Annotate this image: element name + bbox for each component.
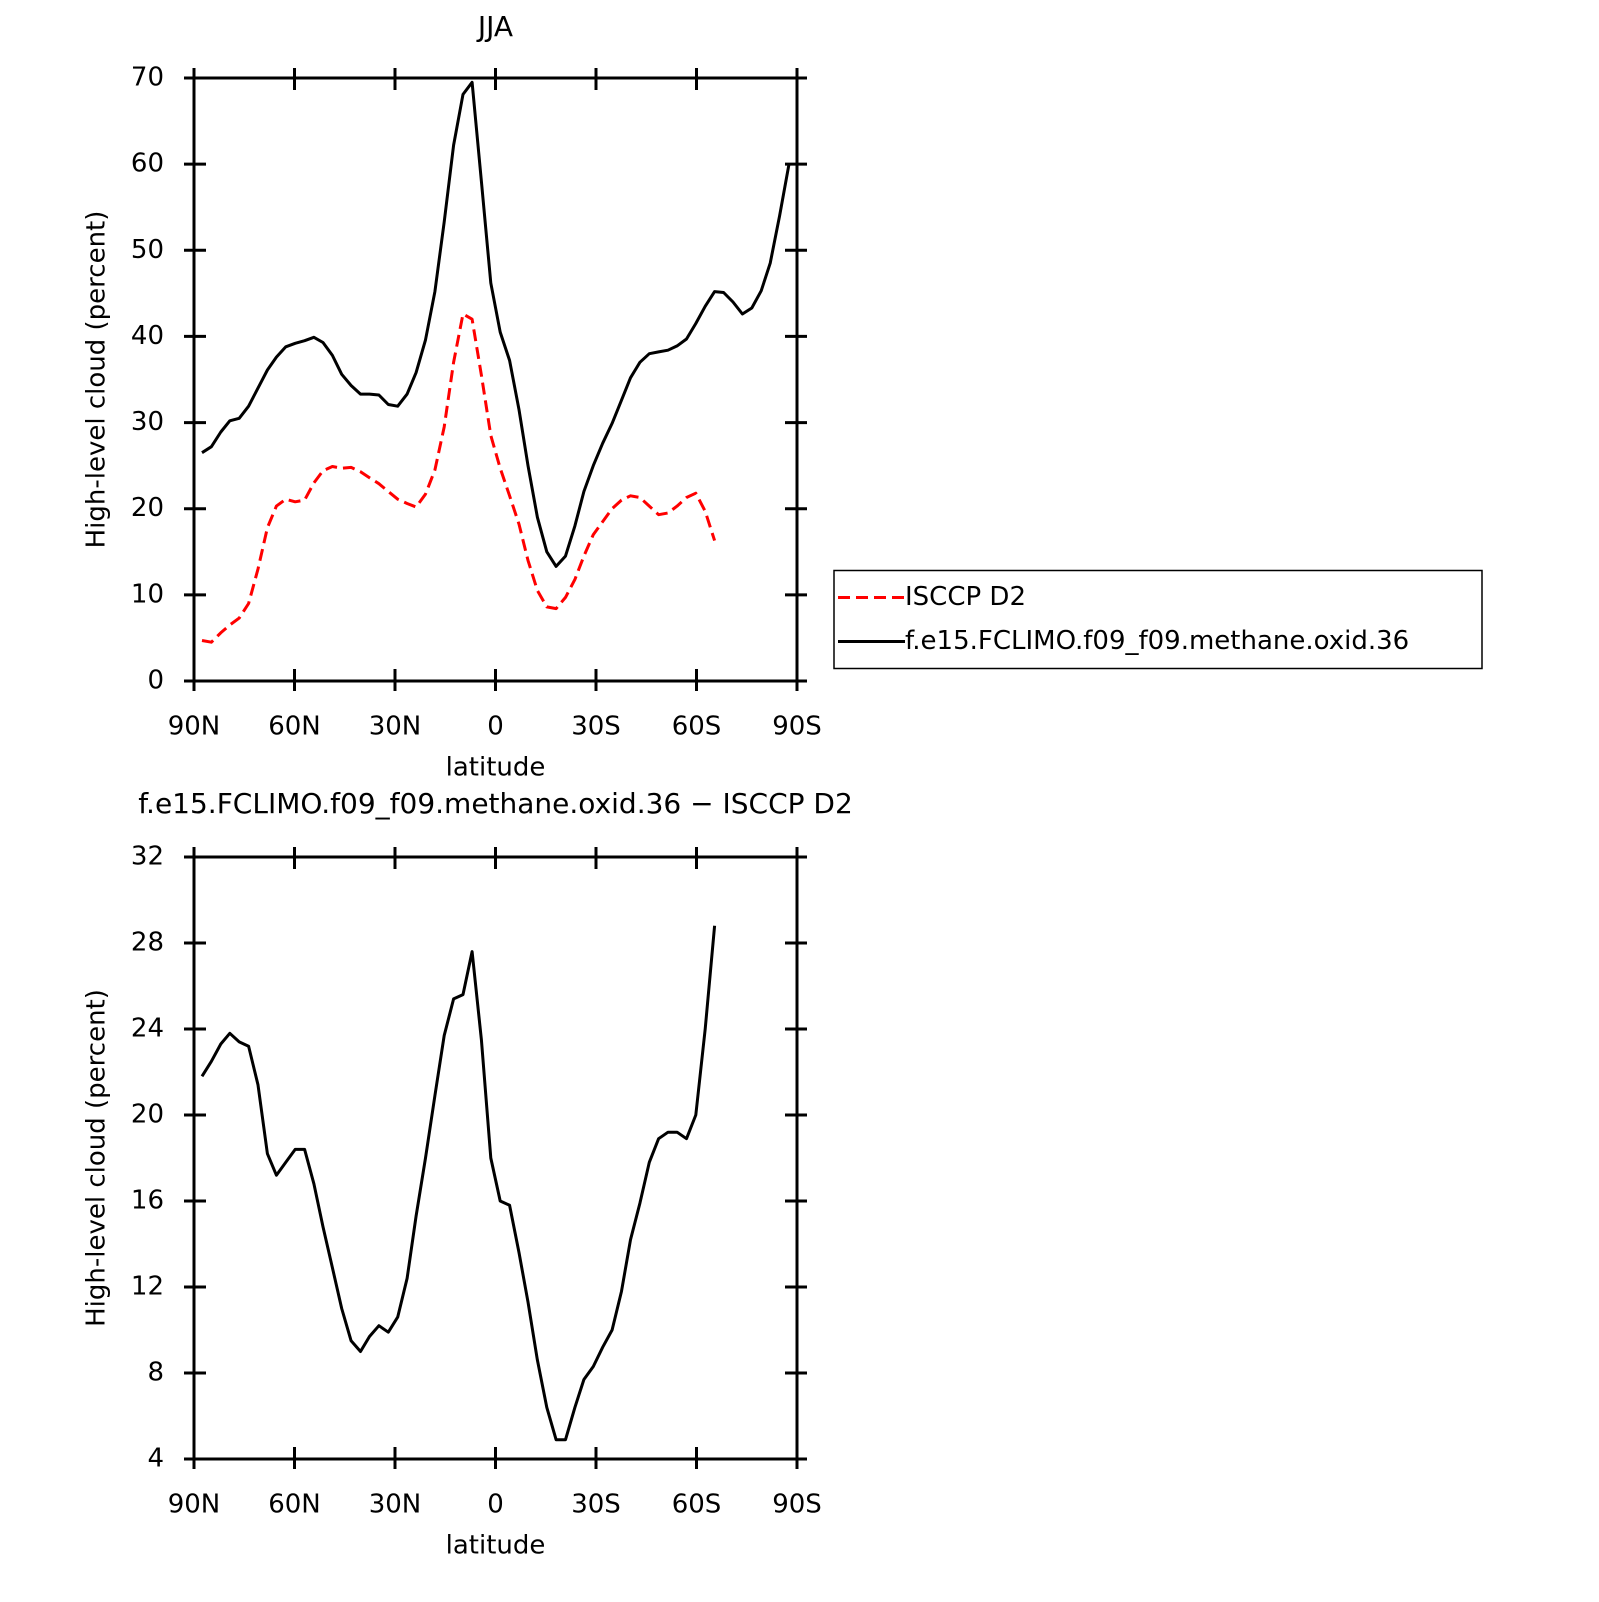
x-axis-label: latitude [446, 1531, 546, 1561]
y-tick-label: 70 [131, 63, 164, 93]
x-tick-label: 90N [168, 1490, 221, 1520]
y-tick-label: 24 [131, 1014, 164, 1044]
plot-frame [192, 76, 799, 683]
x-tick-label: 60N [268, 1490, 321, 1520]
x-tick-label: 60S [672, 1490, 722, 1520]
y-tick-label: 30 [131, 407, 164, 437]
x-tick-label: 90S [772, 1490, 822, 1520]
y-axis-label: High-level cloud (percent) [82, 211, 112, 549]
legend-label: f.e15.FCLIMO.f09_f09.methane.oxid.36 [905, 626, 1409, 656]
x-tick-label: 90S [772, 712, 822, 742]
x-tick-label: 60S [672, 712, 722, 742]
y-tick-label: 0 [147, 666, 164, 696]
x-tick-label: 30S [571, 712, 621, 742]
y-tick-label: 8 [147, 1358, 164, 1388]
x-tick-label: 60N [268, 712, 321, 742]
legend-box [833, 569, 1483, 670]
y-tick-label: 32 [131, 842, 164, 872]
x-axis-label: latitude [446, 753, 546, 783]
data-line [200, 925, 717, 1442]
plot-frame [192, 855, 799, 1461]
x-tick-label: 90N [168, 712, 221, 742]
y-tick-label: 20 [131, 1100, 164, 1130]
x-tick-label: 30S [571, 1490, 621, 1520]
y-tick-label: 12 [131, 1272, 164, 1302]
data-line [201, 80, 791, 568]
y-axis-label: High-level cloud (percent) [82, 989, 112, 1327]
x-tick-label: 30N [369, 1490, 422, 1520]
chart-title: f.e15.FCLIMO.f09_f09.methane.oxid.36 − I… [138, 787, 853, 820]
y-tick-label: 20 [131, 493, 164, 523]
y-tick-label: 10 [131, 579, 164, 609]
x-tick-label: 0 [487, 1490, 504, 1520]
x-tick-label: 0 [487, 712, 504, 742]
legend-label: ISCCP D2 [905, 582, 1026, 612]
y-tick-label: 50 [131, 235, 164, 265]
data-line [201, 312, 717, 644]
y-tick-label: 28 [131, 928, 164, 958]
y-tick-label: 40 [131, 321, 164, 351]
x-tick-label: 30N [369, 712, 422, 742]
y-tick-label: 4 [147, 1444, 164, 1474]
y-tick-label: 60 [131, 149, 164, 179]
y-tick-label: 16 [131, 1186, 164, 1216]
chart-title: JJA [476, 10, 513, 43]
